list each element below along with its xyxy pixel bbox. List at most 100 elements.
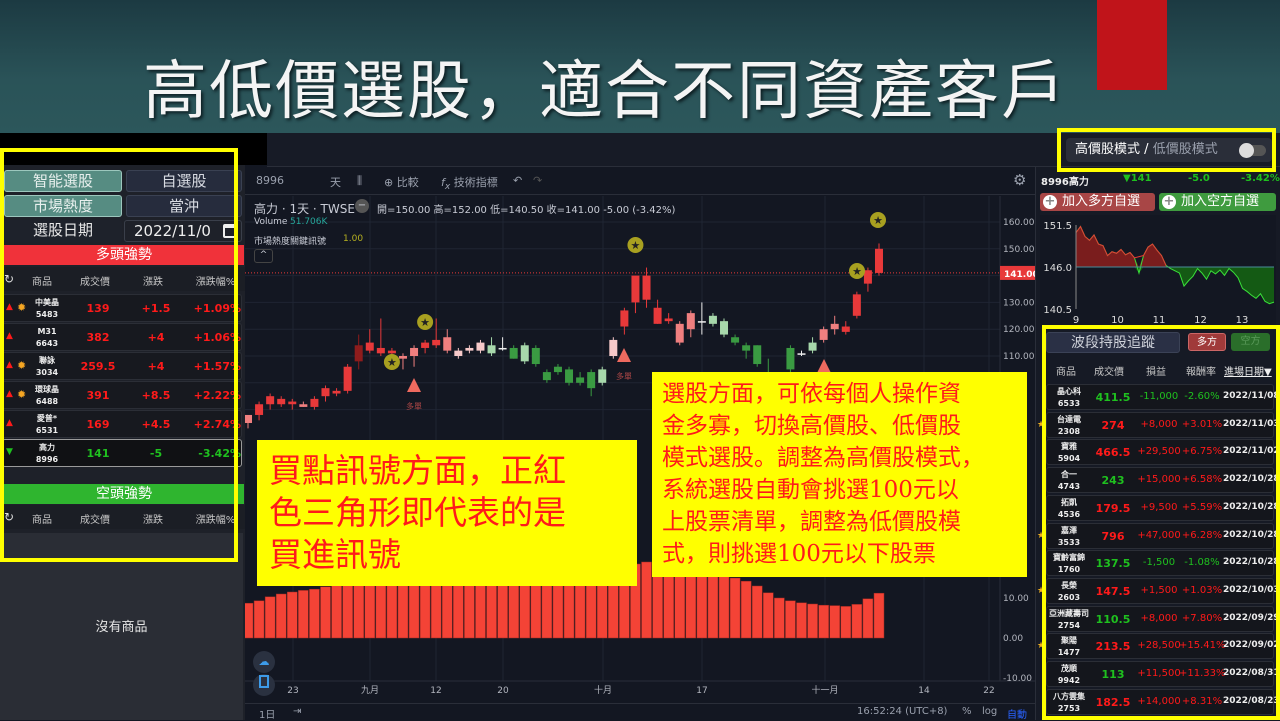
add-short-watchlist-button[interactable]: + 加入空方自選 — [1159, 193, 1276, 211]
entry-date: 2022/10/28 — [1223, 529, 1280, 540]
refresh-icon[interactable]: ↻ — [4, 272, 15, 286]
stock-price: 213.5 — [1095, 640, 1131, 654]
candle — [587, 372, 596, 389]
stock-name: 拓凱 — [1061, 497, 1077, 507]
decorative-red-block — [1097, 0, 1167, 90]
tracking-row[interactable]: 拓凱 4536 179.5 +9,500 +5.59% 2022/10/28 — [1046, 494, 1280, 521]
tracking-row[interactable]: 長榮 2603 147.5 +1,500 +1.03% 2022/10/03 — [1046, 577, 1280, 604]
stock-pct: +1.09% — [193, 302, 241, 315]
mode-annotation: 選股方面，可依每個人操作資 金多寡，切換高價股、低價股 模式選股。調整為高價股模… — [652, 372, 1027, 577]
log-toggle[interactable]: log — [982, 706, 998, 717]
candle — [808, 342, 817, 351]
stock-price: 182.5 — [1095, 695, 1131, 709]
bear-table-header: ↻ 商品 成交價 漲跌 漲跌幅% — [0, 505, 245, 529]
annotation-line: 買進訊號 — [269, 535, 401, 574]
mini-x-tick: 10 — [1111, 315, 1124, 326]
col-change: 漲跌 — [143, 515, 163, 526]
indicator-bar — [751, 585, 763, 639]
redo-icon[interactable]: ↷ — [533, 174, 543, 187]
tracking-row[interactable]: 嘉澤 3533 796 +47,000 +6.28% 2022/10/28 — [1046, 522, 1280, 549]
tab-watchlist[interactable]: 自選股 — [126, 170, 242, 192]
candle-style-icon[interactable]: ⫼ — [357, 174, 363, 187]
tab-short[interactable]: 空方 — [1231, 333, 1270, 351]
goto-date-icon[interactable]: ⇥ — [293, 706, 302, 717]
heat-badge-icon: ✹ — [17, 388, 27, 401]
range-1d-button[interactable]: 1日 — [259, 710, 276, 721]
indicator-bar — [818, 604, 829, 639]
percent-toggle[interactable]: % — [962, 706, 972, 717]
chart-toolbar: 8996 天 ⫼ ⊕ 比較 fx 技術指標 ↶ ↷ ⚙ — [245, 167, 1035, 195]
svg-text:★: ★ — [873, 214, 883, 227]
indicator-bar — [796, 602, 807, 639]
indicators-button[interactable]: fx 技術指標 — [441, 174, 498, 192]
candle — [686, 313, 695, 330]
stock-row[interactable]: ▲ M31 6643 382 +4 +1.06% — [2, 323, 242, 351]
stock-name: M31 — [37, 327, 57, 336]
tracking-row[interactable]: 八方雲集 2753 182.5 +14,000 +8.31% 2022/08/2… — [1046, 688, 1280, 715]
star-icon: ★ — [1037, 585, 1046, 596]
stock-row[interactable]: ▲ ✹ 聯詠 3034 259.5 +4 +1.57% — [2, 352, 242, 380]
annotation-line: 色三角形即代表的是 — [269, 493, 566, 532]
refresh-icon[interactable]: ↻ — [4, 510, 15, 524]
buy-signal-annotation: 買點訊號方面，正紅 色三角形即代表的是 買進訊號 — [257, 440, 637, 586]
tab-day-trade[interactable]: 當沖 — [126, 195, 242, 217]
mini-chart-up-area — [1076, 226, 1274, 267]
profit-loss: +8,000 — [1140, 612, 1178, 624]
mode-toggle[interactable]: 高價股模式 / 低價股模式 — [1066, 138, 1272, 162]
stock-row[interactable]: ▲ ✹ 中美晶 5483 139 +1.5 +1.09% — [2, 294, 242, 322]
auto-scale-toggle[interactable]: 自動 — [1007, 710, 1027, 721]
tab-market-heat[interactable]: 市場熱度 — [4, 195, 122, 217]
stock-row[interactable]: ▲ 愛普* 6531 169 +4.5 +2.74% — [2, 410, 242, 438]
tracking-row[interactable]: 合一 4743 243 +15,000 +6.58% 2022/10/28 — [1046, 467, 1280, 494]
sort-entry-date[interactable]: 進場日期▼ — [1224, 367, 1272, 378]
mini-chart-down-area — [1076, 267, 1274, 304]
svg-text:★: ★ — [387, 356, 397, 369]
annotation-line: 模式選股。調整為高價股模式， — [662, 445, 984, 471]
candle — [565, 369, 574, 383]
stock-price: 796 — [1101, 529, 1125, 543]
tracking-row[interactable]: 聚陽 1477 213.5 +28,500 +15.41% 2022/09/02 — [1046, 633, 1280, 660]
collapse-indicators-button[interactable]: ^ — [254, 249, 273, 263]
tab-long[interactable]: 多方 — [1188, 333, 1226, 351]
price-chart[interactable]: 141.00160.00150.00130.00120.00110.0010.0… — [242, 196, 1039, 703]
collapse-legend-icon[interactable]: − — [355, 199, 369, 213]
indicator-bar — [287, 591, 298, 639]
tracking-row[interactable]: 亞洲藏壽司 2754 110.5 +8,000 +7.80% 2022/09/2… — [1046, 605, 1280, 632]
return-rate: +3.01% — [1181, 418, 1223, 430]
stock-row[interactable]: ▲ ✹ 環球晶 6488 391 +8.5 +2.22% — [2, 381, 242, 409]
tracking-row[interactable]: 寶雅 5904 466.5 +29,500 +6.75% 2022/11/02 — [1046, 439, 1280, 466]
tab-smart-pick[interactable]: 智能選股 — [4, 170, 122, 192]
indicator-bar — [873, 592, 885, 639]
chart-canvas[interactable]: 141.00160.00150.00130.00120.00110.0010.0… — [242, 196, 1039, 703]
star-signal-icon: ★ — [849, 263, 865, 279]
swing-tracking-title: 波段持股追蹤 — [1046, 332, 1180, 353]
drawing-tools-icon[interactable]: ☁ — [253, 651, 275, 673]
add-long-watchlist-button[interactable]: + 加入多方自選 — [1040, 193, 1155, 211]
return-rate: +8.31% — [1181, 695, 1223, 707]
interval-button[interactable]: 天 — [330, 176, 341, 189]
star-signal-icon: ★ — [627, 237, 644, 253]
indicator-bar — [807, 603, 818, 639]
tracking-row[interactable]: 晶心科 6533 411.5 -11,000 -2.60% 2022/11/08 — [1046, 384, 1280, 410]
stock-row[interactable]: ▼ 高力 8996 141 -5 -3.42% — [2, 439, 242, 467]
svg-text:★: ★ — [852, 265, 862, 278]
undo-icon[interactable]: ↶ — [513, 174, 523, 187]
settings-gear-icon[interactable]: ⚙ — [1013, 171, 1027, 189]
symbol-input[interactable]: 8996 — [256, 174, 284, 187]
compare-button[interactable]: ⊕ 比較 — [384, 174, 419, 190]
buy-signal-triangle — [617, 348, 631, 362]
banner: 高低價選股，適合不同資產客戶 — [0, 0, 1280, 133]
stock-price: 179.5 — [1095, 501, 1131, 515]
tracking-row[interactable]: 寶齡富錦 1760 137.5 -1,500 -1.08% 2022/10/28 — [1046, 550, 1280, 577]
tracking-row[interactable]: 台達電 2308 274 +8,000 +3.01% 2022/11/03 — [1046, 411, 1280, 438]
date-input[interactable]: 2022/11/0 — [124, 220, 242, 242]
panel-toggle-icon[interactable] — [253, 674, 275, 696]
tracking-row[interactable]: 茂順 9942 113 +11,500 +11.33% 2022/08/31 — [1046, 661, 1280, 687]
stock-name: 寶雅 — [1061, 442, 1077, 452]
toggle-switch[interactable] — [1239, 143, 1266, 158]
indicator-bar — [785, 600, 796, 639]
mini-y-tick: 146.0 — [1043, 263, 1072, 274]
profit-loss: +9,500 — [1140, 501, 1178, 513]
indicator-tick: -10.00 — [1003, 674, 1032, 684]
candle — [398, 356, 407, 359]
